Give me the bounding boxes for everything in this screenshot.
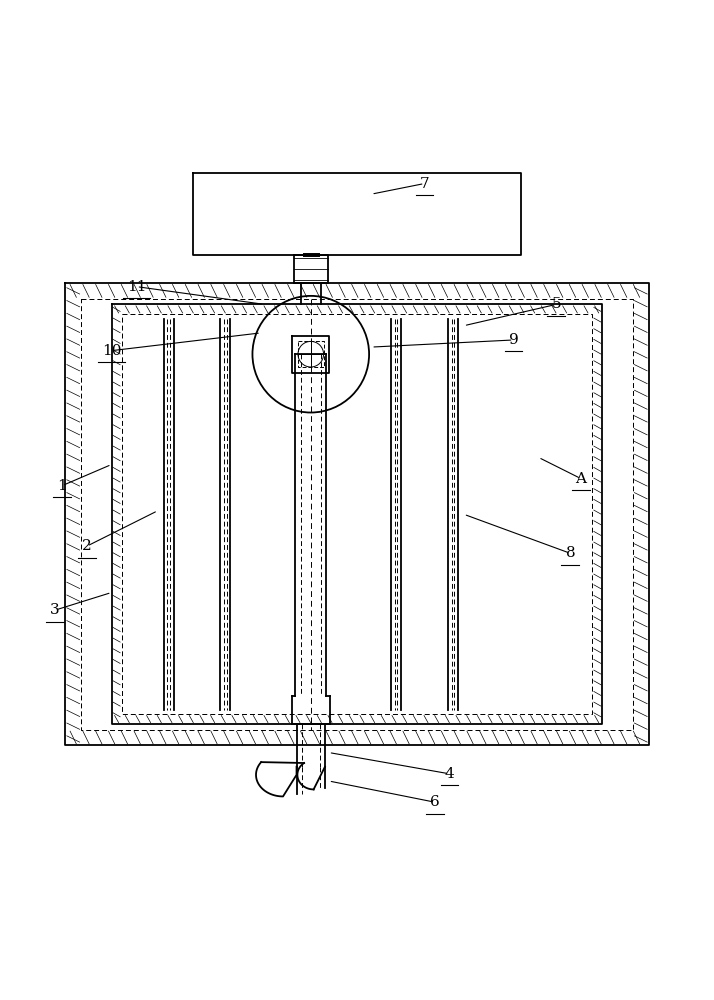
Text: 10: 10 — [102, 344, 121, 358]
Text: 8: 8 — [565, 546, 575, 560]
Text: 5: 5 — [551, 297, 561, 311]
Text: A: A — [575, 472, 586, 486]
Text: 11: 11 — [127, 280, 146, 294]
Text: 7: 7 — [420, 177, 429, 191]
Text: 2: 2 — [82, 539, 91, 553]
Text: 1: 1 — [57, 479, 66, 493]
Text: 6: 6 — [431, 795, 440, 809]
Text: 9: 9 — [508, 333, 518, 347]
Text: 3: 3 — [50, 603, 59, 617]
Text: 4: 4 — [445, 767, 454, 781]
